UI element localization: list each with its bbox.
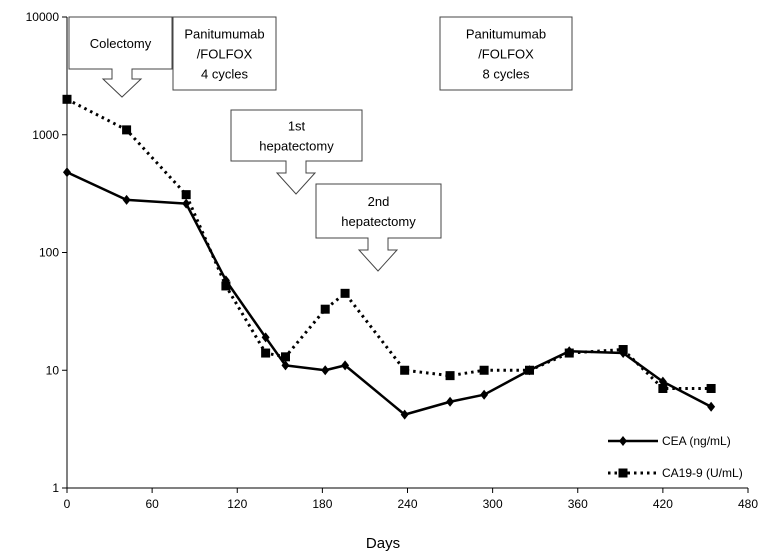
data-point	[400, 365, 410, 375]
legend: CEA (ng/mL) CA19-9 (U/mL)	[608, 434, 743, 480]
data-point	[446, 396, 455, 407]
y-tick-label: 10	[46, 363, 60, 377]
x-tick-label: 360	[568, 497, 588, 511]
annotation-box	[439, 16, 573, 91]
data-point	[181, 190, 191, 200]
legend-label: CEA (ng/mL)	[662, 434, 731, 448]
x-tick-label: 0	[64, 497, 71, 511]
annotation-text: 1st	[288, 119, 306, 134]
data-point	[122, 194, 131, 205]
annotation-text: Colectomy	[90, 36, 152, 51]
annotation-text: /FOLFOX	[478, 47, 534, 62]
annotation-2: Panitumumab/FOLFOX 4 cycles	[172, 16, 277, 91]
x-tick-label: 300	[483, 497, 503, 511]
annotation-text: hepatectomy	[259, 139, 334, 154]
y-tick-label: 1	[52, 481, 59, 495]
annotation-text: 4 cycles	[201, 67, 248, 82]
annotation-text: hepatectomy	[341, 214, 416, 229]
data-point	[707, 401, 716, 412]
legend-item-1: CEA (ng/mL)	[608, 434, 731, 448]
annotation-5: Panitumumab/FOLFOX 8 cycles	[439, 16, 573, 91]
annotation-4: 2nd hepatectomy	[315, 183, 442, 272]
data-point	[658, 383, 668, 393]
legend-item-2: CA19-9 (U/mL)	[608, 466, 743, 480]
data-point	[564, 348, 574, 358]
x-tick-label: 60	[145, 497, 159, 511]
annotation-callout-shape	[230, 109, 363, 195]
data-point	[261, 332, 270, 343]
series-2	[62, 94, 716, 393]
data-point	[320, 304, 330, 314]
data-point	[525, 365, 535, 375]
data-point	[340, 288, 350, 298]
legend-marker	[619, 436, 627, 446]
annotations: Colectomy Panitumumab/FOLFOX 4 cycles 1st he…	[68, 16, 573, 272]
series-line	[66, 171, 712, 416]
data-point	[281, 360, 290, 371]
x-tick-label: 420	[653, 497, 673, 511]
annotation-1: Colectomy	[68, 16, 173, 98]
annotation-text: Panitumumab	[184, 27, 264, 42]
data-point	[341, 360, 350, 371]
series-line	[66, 97, 712, 390]
y-tick-label: 100	[39, 246, 59, 260]
annotation-3: 1st hepatectomy	[230, 109, 363, 195]
x-tick-label: 180	[312, 497, 332, 511]
annotation-text: Panitumumab	[466, 27, 546, 42]
data-point	[445, 371, 455, 381]
x-axis-title: Days	[366, 535, 400, 552]
x-tick-label: 240	[397, 497, 417, 511]
data-point	[618, 345, 628, 355]
data-point	[706, 383, 716, 393]
data-point	[122, 125, 132, 135]
annotation-text: /FOLFOX	[197, 47, 253, 62]
legend-marker	[618, 468, 628, 478]
annotation-callout-shape	[315, 183, 442, 272]
data-point	[321, 365, 330, 376]
annotation-callout-shape	[68, 16, 173, 98]
data-point	[182, 198, 191, 209]
data-point	[221, 281, 231, 291]
axes: 0 60 120 180 240 300 360 420 480 1 10 100 1000 10000	[26, 10, 759, 511]
data-point	[280, 352, 290, 362]
legend-label: CA19-9 (U/mL)	[662, 466, 743, 480]
annotation-box	[172, 16, 277, 91]
x-tick-label: 120	[227, 497, 247, 511]
data-point	[261, 348, 271, 358]
annotation-text: 8 cycles	[483, 67, 530, 82]
data-point	[480, 389, 489, 400]
x-tick-label: 480	[738, 497, 758, 511]
y-tick-label: 1000	[32, 128, 59, 142]
y-tick-label: 10000	[26, 10, 60, 24]
data-point	[400, 409, 409, 420]
annotation-text: 2nd	[368, 194, 390, 209]
data-point	[479, 365, 489, 375]
